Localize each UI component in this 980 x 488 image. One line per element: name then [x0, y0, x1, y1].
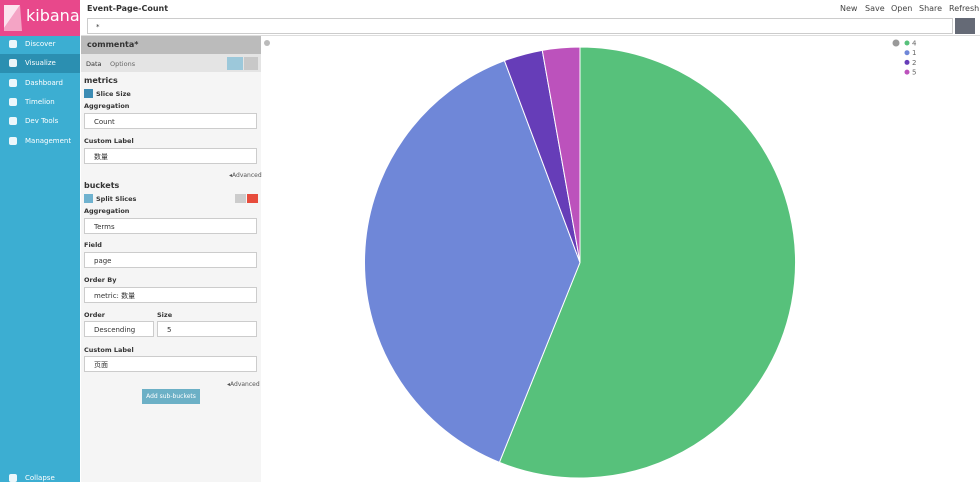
nav-label: Discover — [25, 40, 56, 48]
menu-item[interactable]: Save — [865, 4, 885, 13]
nav-item[interactable]: Timelion — [0, 93, 80, 112]
field-label: Custom Label — [84, 346, 134, 354]
section-heading: metrics — [84, 76, 118, 85]
field-label: Order By — [84, 276, 117, 284]
select[interactable]: page — [84, 252, 257, 268]
tab[interactable]: Options — [110, 60, 136, 68]
nav-item[interactable]: Discover — [0, 35, 80, 54]
legend-dot — [904, 69, 910, 75]
search-button[interactable] — [955, 18, 975, 34]
legend-label: 4 — [912, 40, 917, 48]
nav-label: Management — [25, 137, 72, 145]
tab-bar — [81, 54, 261, 72]
field-label: Aggregation — [84, 207, 130, 215]
select[interactable]: Count — [84, 113, 257, 129]
select[interactable]: Terms — [84, 218, 257, 234]
nav-label: Timelion — [25, 98, 55, 106]
field-label: Size — [157, 311, 173, 319]
text-input[interactable]: 页面 — [84, 356, 257, 372]
legend-toggle-inner — [264, 40, 270, 46]
agg-title: Slice Size — [96, 90, 131, 98]
legend-label: 5 — [912, 69, 916, 77]
pie-slice — [541, 46, 581, 263]
vis-title: Event-Page-Count — [87, 4, 169, 13]
advanced-text: Advanced — [232, 172, 262, 179]
nav-label: Visualize — [25, 59, 56, 67]
advanced-link[interactable]: ◂Advanced — [227, 381, 260, 388]
toggle-button[interactable] — [235, 194, 246, 203]
legend-dot — [904, 59, 910, 65]
add-sub-buckets-button[interactable]: Add sub-buckets — [142, 389, 200, 404]
advanced-text: Advanced — [230, 381, 260, 388]
expand-toggle[interactable] — [84, 194, 93, 203]
menu-item[interactable]: Share — [919, 4, 943, 13]
nav-label: Dashboard — [25, 79, 63, 87]
text-input[interactable]: 数量 — [84, 148, 257, 164]
nav-item[interactable]: Dashboard — [0, 74, 80, 93]
legend-dot — [904, 40, 910, 46]
legend-label: 2 — [912, 59, 916, 67]
legend-dot — [904, 50, 910, 56]
editor-header: commenta* — [81, 36, 261, 54]
select[interactable]: metric: 数量 — [84, 287, 257, 303]
discard-button[interactable] — [244, 57, 258, 70]
nav-item[interactable]: Management — [0, 132, 80, 151]
field-label: Field — [84, 241, 102, 249]
expand-toggle[interactable] — [84, 89, 93, 98]
divider — [81, 35, 980, 36]
menu-item[interactable]: Open — [891, 4, 913, 13]
remove-button[interactable] — [247, 194, 258, 203]
pie-slice — [364, 60, 581, 464]
collapse-label: Collapse — [25, 474, 55, 482]
menu-item[interactable]: Refresh — [949, 4, 980, 13]
section-heading: buckets — [84, 181, 120, 190]
pie-slice — [498, 46, 796, 479]
number-input[interactable]: 5 — [157, 321, 257, 337]
select[interactable]: Descending — [84, 321, 154, 337]
legend-toggle — [892, 39, 900, 47]
field-label: Order — [84, 311, 105, 319]
field-label: Aggregation — [84, 102, 130, 110]
logo-icon — [4, 5, 22, 31]
nav-item[interactable]: Visualize — [0, 54, 80, 73]
pie-chart: 41 2 5 — [264, 39, 917, 479]
apply-button[interactable] — [227, 57, 243, 70]
nav-item[interactable]: Dev Tools — [0, 112, 80, 131]
nav-label: Dev Tools — [25, 117, 59, 125]
query-input[interactable]: * — [87, 18, 953, 34]
tab[interactable]: Data — [86, 60, 102, 68]
field-label: Custom Label — [84, 137, 134, 145]
legend-label: 1 — [912, 49, 916, 57]
logo-area: kibana — [0, 0, 80, 36]
collapse[interactable]: Collapse — [0, 469, 80, 488]
agg-title: Split Slices — [96, 195, 137, 203]
logo-text: kibana — [26, 6, 80, 25]
menu-item[interactable]: New — [840, 4, 858, 13]
advanced-link[interactable]: ◂Advanced — [229, 172, 262, 179]
